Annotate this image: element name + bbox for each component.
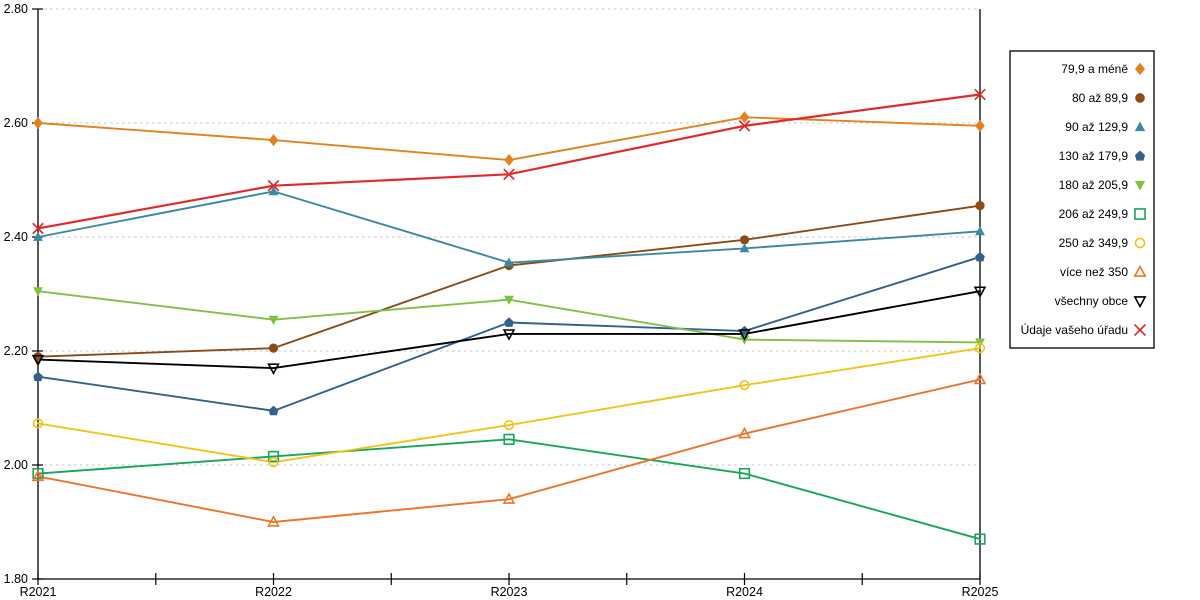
series-line-6: [37, 347, 981, 464]
data-point-marker: [1133, 264, 1147, 277]
data-point-marker: [738, 467, 751, 480]
x-tick-label: R2023: [491, 585, 528, 599]
data-point-marker: [1134, 237, 1146, 249]
x-tick-label: R2021: [20, 585, 57, 599]
data-point-marker: [33, 231, 43, 241]
data-point-marker: [31, 469, 45, 482]
data-point-marker: [504, 154, 514, 167]
data-point-marker: [503, 433, 515, 445]
data-point-marker: [268, 134, 279, 147]
data-point-marker: [503, 168, 515, 181]
data-point-marker: [32, 467, 44, 480]
legend-label: Údaje vašeho úřadu: [1021, 322, 1128, 337]
data-point-marker: [1134, 121, 1146, 132]
series-line-5: [37, 438, 981, 541]
data-point-marker: [1134, 180, 1146, 191]
data-point-marker: [504, 317, 514, 327]
legend-label: 79,9 a méně: [1061, 62, 1128, 76]
y-tick-label: 2.20: [4, 344, 28, 358]
data-point-marker: [33, 371, 43, 382]
data-point-marker: [1134, 208, 1146, 220]
legend-label: více než 350: [1060, 265, 1128, 279]
data-point-marker: [739, 235, 750, 245]
data-point-marker: [738, 329, 751, 341]
data-point-marker: [1135, 93, 1145, 103]
legend-label: 90 až 129,9: [1065, 120, 1128, 134]
data-point-marker: [739, 111, 750, 124]
legend-label: 206 až 249,9: [1059, 207, 1129, 221]
data-point-marker: [739, 380, 750, 391]
x-tick-label: R2025: [962, 585, 999, 599]
legend-box: [1009, 50, 1155, 349]
data-point-marker: [1133, 296, 1147, 309]
data-point-marker: [268, 343, 279, 353]
series-line-7: [37, 378, 981, 523]
data-point-marker: [268, 315, 279, 325]
data-point-marker: [1133, 323, 1147, 337]
data-point-marker: [31, 354, 45, 367]
x-tick-label: R2024: [726, 585, 763, 599]
legend-label: všechny obce: [1055, 294, 1129, 308]
data-point-marker: [503, 420, 515, 431]
legend-label: 80 až 89,9: [1072, 91, 1128, 105]
data-point-marker: [1134, 150, 1146, 161]
data-point-marker: [975, 201, 985, 211]
data-point-marker: [974, 343, 986, 354]
data-point-marker: [268, 457, 279, 468]
data-point-marker: [502, 492, 516, 504]
legend-label: 180 až 205,9: [1059, 178, 1129, 192]
data-point-marker: [738, 120, 751, 132]
y-tick-label: 2.00: [4, 458, 28, 472]
data-point-marker: [739, 243, 750, 253]
data-point-marker: [268, 186, 279, 196]
data-point-marker: [1134, 62, 1146, 76]
series-line-8: [37, 290, 981, 370]
data-point-marker: [973, 286, 987, 299]
legend-label: 130 až 179,9: [1059, 149, 1129, 163]
data-point-marker: [975, 226, 985, 236]
legend-label: 250 až 349,9: [1059, 236, 1129, 250]
data-point-marker: [267, 179, 280, 192]
y-tick-label: 2.80: [4, 2, 28, 16]
data-point-marker: [974, 533, 986, 545]
data-point-marker: [267, 450, 280, 463]
data-point-marker: [32, 418, 44, 429]
data-point-marker: [974, 88, 986, 101]
data-point-marker: [973, 372, 987, 385]
data-point-marker: [738, 426, 751, 439]
data-point-marker: [32, 222, 44, 235]
data-point-marker: [268, 405, 279, 416]
data-point-marker: [504, 295, 514, 305]
data-point-marker: [267, 363, 280, 375]
series-line-0: [37, 116, 981, 162]
data-point-marker: [33, 287, 43, 297]
data-point-marker: [975, 119, 985, 132]
y-tick-label: 2.60: [4, 116, 28, 130]
data-point-marker: [502, 329, 516, 341]
data-point-marker: [975, 251, 985, 262]
x-tick-label: R2022: [255, 585, 292, 599]
y-tick-label: 1.80: [4, 572, 28, 586]
y-tick-label: 2.40: [4, 230, 28, 244]
data-point-marker: [33, 117, 43, 129]
data-point-marker: [267, 515, 280, 527]
data-point-marker: [504, 257, 514, 267]
